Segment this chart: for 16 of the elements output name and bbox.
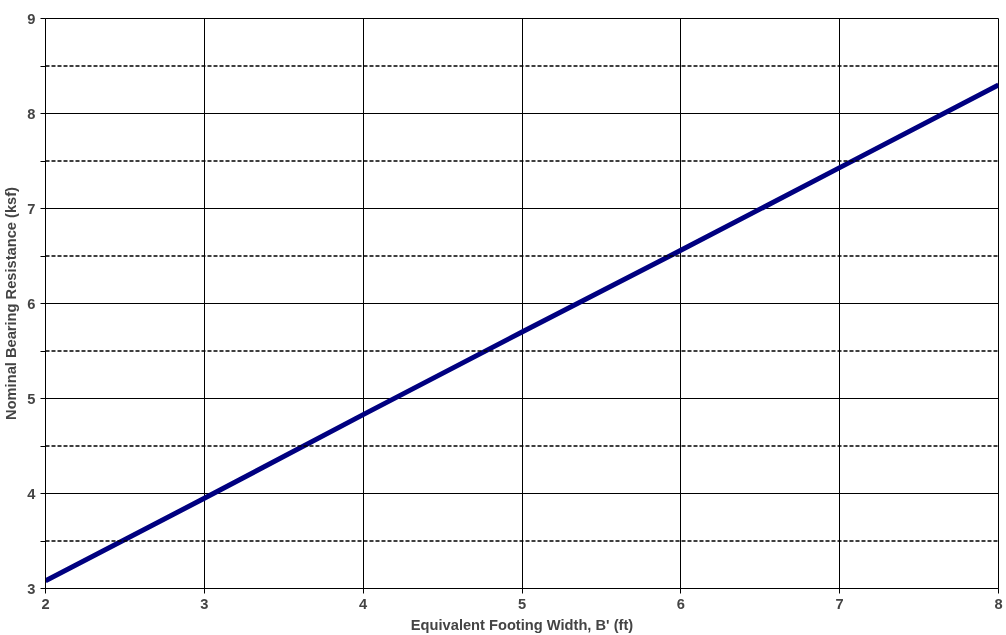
y-tick-label: 8: [27, 105, 36, 122]
x-tick-label: 6: [676, 595, 685, 612]
y-tick-label: 6: [27, 295, 36, 312]
x-tick-label: 5: [517, 595, 527, 612]
x-axis-title: Equivalent Footing Width, B' (ft): [410, 616, 634, 633]
y-tick-label: 7: [27, 200, 36, 217]
x-tick-label: 4: [359, 595, 369, 612]
y-tick-label: 5: [27, 390, 36, 407]
y-tick-label: 9: [27, 10, 36, 27]
y-axis-title: Nominal Bearing Resistance (ksf): [3, 186, 20, 420]
y-tick-label: 4: [27, 485, 37, 502]
y-tick-label: 3: [27, 580, 36, 597]
x-tick-label: 8: [994, 595, 1003, 612]
x-tick-label: 2: [41, 595, 50, 612]
x-tick-label: 7: [835, 595, 844, 612]
x-tick-label: 3: [200, 595, 209, 612]
